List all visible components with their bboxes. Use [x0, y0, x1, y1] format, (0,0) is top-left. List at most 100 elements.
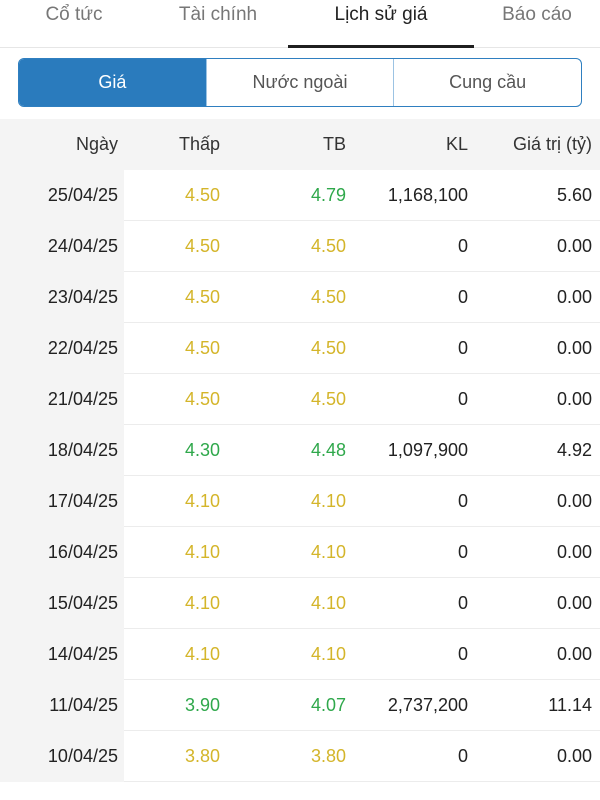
cell-volume: 1,168,100	[387, 185, 468, 205]
header-value[interactable]: Giá trị (tỷ)	[513, 134, 592, 154]
tab-financials-label: Tài chính	[178, 4, 258, 25]
cell-value: 0.00	[556, 287, 592, 307]
cell-low: 4.30	[184, 440, 220, 460]
table-row[interactable]: 16/04/25 4.10 4.10 0 0.00	[0, 527, 600, 578]
date-column-bg	[0, 629, 124, 680]
date-column-bg	[0, 578, 124, 629]
date-column-bg	[0, 680, 124, 731]
cell-low: 3.90	[184, 695, 220, 715]
cell-volume: 0	[457, 389, 468, 409]
date-column-bg	[0, 272, 124, 323]
cell-value: 0.00	[556, 491, 592, 511]
cell-date: 23/04/25	[47, 287, 118, 307]
table-row[interactable]: 10/04/25 3.80 3.80 0 0.00	[0, 731, 600, 782]
cell-low: 4.10	[184, 644, 220, 664]
header-avg[interactable]: TB	[322, 134, 346, 154]
header-volume[interactable]: KL	[445, 134, 468, 154]
cell-avg: 4.10	[310, 542, 346, 562]
cell-volume: 0	[457, 644, 468, 664]
cell-avg: 4.10	[310, 593, 346, 613]
date-column-bg	[0, 323, 124, 374]
cell-low: 4.10	[184, 491, 220, 511]
date-column-bg	[0, 170, 124, 221]
row-divider	[124, 577, 600, 578]
cell-value: 0.00	[556, 644, 592, 664]
date-column-bg	[0, 731, 124, 782]
cell-volume: 0	[457, 287, 468, 307]
cell-low: 4.10	[184, 593, 220, 613]
cell-avg: 4.79	[310, 185, 346, 205]
cell-date: 21/04/25	[47, 389, 118, 409]
row-divider	[124, 475, 600, 476]
table-row[interactable]: 22/04/25 4.50 4.50 0 0.00	[0, 323, 600, 374]
cell-date: 11/04/25	[49, 695, 118, 715]
table-row[interactable]: 23/04/25 4.50 4.50 0 0.00	[0, 272, 600, 323]
date-column-bg	[0, 476, 124, 527]
row-divider	[124, 424, 600, 425]
date-column-bg	[0, 221, 124, 272]
table-row[interactable]: 18/04/25 4.30 4.48 1,097,900 4.92	[0, 425, 600, 476]
cell-avg: 4.50	[310, 236, 346, 256]
cell-volume: 0	[457, 746, 468, 766]
cell-avg: 4.50	[310, 389, 346, 409]
cell-low: 4.50	[184, 185, 220, 205]
table-row[interactable]: 14/04/25 4.10 4.10 0 0.00	[0, 629, 600, 680]
cell-volume: 0	[457, 593, 468, 613]
cell-volume: 0	[457, 491, 468, 511]
segment-supply-demand[interactable]: Cung cầu	[393, 59, 581, 106]
segment-supply-demand-label: Cung cầu	[449, 72, 527, 92]
row-divider	[124, 322, 600, 323]
cell-avg: 4.48	[310, 440, 346, 460]
cell-low: 4.50	[184, 287, 220, 307]
table-row[interactable]: 11/04/25 3.90 4.07 2,737,200 11.14	[0, 680, 600, 731]
cell-value: 5.60	[556, 185, 592, 205]
cell-date: 16/04/25	[47, 542, 118, 562]
cell-value: 0.00	[556, 389, 592, 409]
tab-price-history-label: Lịch sử giá	[334, 4, 428, 25]
segment-price-label: Giá	[98, 72, 127, 92]
row-divider	[124, 271, 600, 272]
row-divider	[124, 730, 600, 731]
cell-low: 4.50	[184, 389, 220, 409]
segment-foreign-label: Nước ngoài	[252, 72, 348, 92]
tab-reports[interactable]: Báo cáo	[474, 0, 600, 48]
cell-avg: 4.50	[310, 338, 346, 358]
table-row[interactable]: 25/04/25 4.50 4.79 1,168,100 5.60	[0, 170, 600, 221]
table-header-row: Ngày Thấp TB KL Giá trị (tỷ)	[0, 119, 600, 170]
cell-date: 18/04/25	[47, 440, 118, 460]
cell-volume: 1,097,900	[387, 440, 468, 460]
cell-low: 4.50	[184, 236, 220, 256]
table-row[interactable]: 21/04/25 4.50 4.50 0 0.00	[0, 374, 600, 425]
top-tab-bar: Cổ tức Tài chính Lịch sử giá Báo cáo	[0, 0, 600, 48]
table-row[interactable]: 15/04/25 4.10 4.10 0 0.00	[0, 578, 600, 629]
table-row[interactable]: 17/04/25 4.10 4.10 0 0.00	[0, 476, 600, 527]
cell-date: 10/04/25	[47, 746, 118, 766]
cell-avg: 4.10	[310, 491, 346, 511]
cell-volume: 0	[457, 542, 468, 562]
header-date[interactable]: Ngày	[75, 134, 118, 154]
cell-value: 0.00	[556, 236, 592, 256]
tab-price-history[interactable]: Lịch sử giá	[288, 0, 474, 48]
cell-value: 0.00	[556, 338, 592, 358]
header-low[interactable]: Thấp	[178, 134, 220, 154]
segment-price[interactable]: Giá	[19, 59, 206, 106]
date-column-bg	[0, 374, 124, 425]
cell-date: 24/04/25	[47, 236, 118, 256]
active-tab-underline	[288, 45, 474, 48]
cell-value: 0.00	[556, 542, 592, 562]
cell-avg: 4.10	[310, 644, 346, 664]
cell-value: 4.92	[556, 440, 592, 460]
tab-financials[interactable]: Tài chính	[148, 0, 288, 48]
cell-low: 4.50	[184, 338, 220, 358]
date-column-bg	[0, 425, 124, 476]
row-divider	[124, 220, 600, 221]
tab-dividends[interactable]: Cổ tức	[0, 0, 148, 48]
segment-foreign[interactable]: Nước ngoài	[205, 59, 394, 106]
cell-low: 3.80	[184, 746, 220, 766]
row-divider	[124, 781, 600, 782]
table-row[interactable]: 24/04/25 4.50 4.50 0 0.00	[0, 221, 600, 272]
cell-low: 4.10	[184, 542, 220, 562]
cell-date: 22/04/25	[47, 338, 118, 358]
cell-value: 0.00	[556, 593, 592, 613]
date-column-bg	[0, 527, 124, 578]
